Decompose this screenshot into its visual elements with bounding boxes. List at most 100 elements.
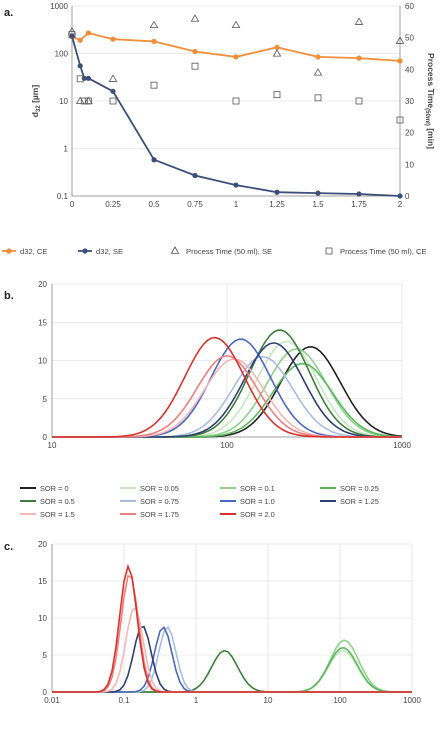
triangle-marker [149,20,159,28]
y-tick-label: 10 [59,97,68,106]
y2-tick-label: 20 [405,129,414,138]
x-tick-label: 10 [264,696,273,705]
legend-label: SOR = 0.25 [340,484,379,493]
y-tick-label: 20 [38,280,47,289]
triangle-marker [313,68,323,76]
triangle-marker [354,17,364,25]
triangle-marker [108,74,118,82]
legend-label: SOR = 0.75 [140,497,179,506]
x-tick-label: 1000 [393,441,411,450]
x-tick-label: 0.75 [187,200,203,209]
x-tick-label: 0 [70,200,75,209]
panel-c-letter: c. [4,541,13,553]
data-point [85,75,91,81]
x-tick-label: 10 [48,441,57,450]
x-tick-label: 0.01 [44,696,60,705]
series-line [71,36,401,197]
x-tick-label: 0.1 [118,696,130,705]
y2-tick-label: 10 [405,160,414,169]
data-point [69,33,75,39]
data-point [77,63,83,69]
data-point [192,172,198,179]
legend-label: Process Time (50 ml), CE [340,247,427,256]
data-point [233,54,239,60]
y2-tick-label: 50 [405,34,414,43]
data-point [356,55,362,61]
square-marker [68,31,76,38]
legend-label: d32, SE [96,247,123,256]
y-tick-label: 10 [38,357,47,366]
y-axis-title-unit: [µm] [30,85,40,106]
legend-label: d32, CE [20,247,47,256]
panel-b-letter: b. [4,290,14,302]
square-marker [314,94,322,102]
y-tick-label: 0 [43,433,48,442]
y-tick-label: 5 [43,395,48,404]
y-tick-label: 1 [64,145,69,154]
square-marker [150,81,158,89]
x-tick-label: 0.5 [148,200,160,209]
data-point [274,44,280,50]
legend-label: SOR = 0.1 [240,484,275,493]
data-point [356,191,362,197]
triangle-marker [67,26,77,35]
legend-label: SOR = 1.0 [240,497,275,506]
square-marker [355,97,363,105]
y2-axis-title: Process Time(50ml) [min] [424,53,436,149]
triangle-marker [395,36,405,44]
panel-c-chart: 0 5 10 15 20 0.01 0.1 1 10 100 1000 [38,540,421,705]
x-tick-label: 1 [194,696,199,705]
square-marker [273,91,281,99]
data-point [397,193,403,199]
square-marker [85,97,92,105]
distribution-curve [52,606,412,693]
data-point [151,38,157,44]
data-point [151,157,157,163]
legend-label: SOR = 0.5 [40,497,75,506]
data-point [397,58,403,64]
y-tick-label: 0.1 [57,192,69,201]
data-point [315,190,321,196]
data-point [233,182,239,188]
triangle-marker [190,14,200,22]
legend-label: SOR = 1.25 [340,497,379,506]
data-point [192,48,198,55]
y-tick-label: 20 [38,540,47,549]
y-tick-label: 100 [55,50,69,59]
y-tick-label: 15 [38,577,47,586]
data-point [315,54,321,60]
legend-marker [6,248,12,254]
y-axis-title-subscript: 32 [36,105,42,112]
legend-label: SOR = 1.5 [40,510,75,519]
x-tick-label: 100 [220,441,234,450]
legend-marker [82,248,88,254]
legend-label: Process Time (50 ml), SE [186,247,272,256]
y-tick-label: 1000 [50,2,68,11]
data-point [85,30,91,36]
x-tick-label: 0.25 [105,200,121,209]
y2-tick-label: 30 [405,97,414,106]
y-tick-label: 10 [38,614,47,623]
x-tick-label: 1 [234,200,239,209]
y2-tick-label: 40 [405,65,414,74]
triangle-marker [75,96,85,104]
x-tick-label: 1.75 [351,200,367,209]
legend-label: SOR = 1.75 [140,510,179,519]
square-marker [76,75,84,83]
data-point [77,37,83,43]
square-marker [80,97,88,105]
y2-tick-label: 0 [405,192,410,201]
y-tick-label: 15 [38,318,47,327]
y2-axis-title-part: Process Time [426,53,436,108]
legend-label: SOR = 0.05 [140,484,179,493]
y-tick-label: 0 [43,688,48,697]
legend-label: SOR = 0 [40,484,69,493]
legend-label: SOR = 2.0 [240,510,275,519]
square-marker [396,116,404,124]
x-tick-label: 2 [398,200,403,209]
distribution-curve [52,574,412,693]
x-tick-label: 1000 [403,696,421,705]
panel-b-chart: 0 5 10 15 20 10 100 1000 SOR = 0 SOR = 0.05 SOR = … [20,280,411,519]
legend-marker [325,247,333,255]
